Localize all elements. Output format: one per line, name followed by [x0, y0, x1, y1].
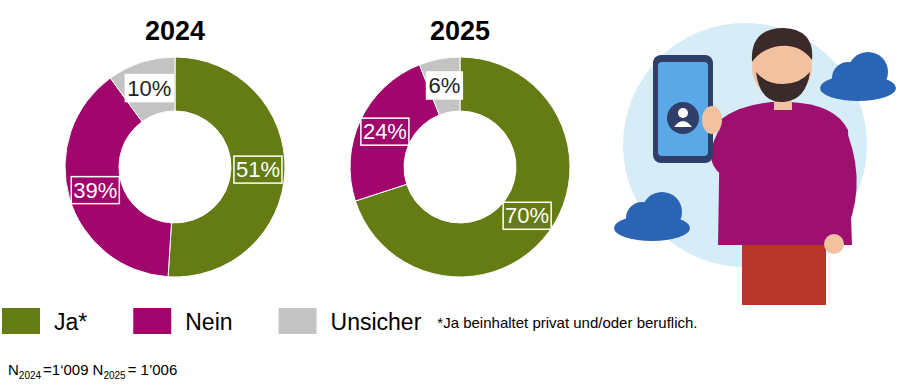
data-label: 6%: [429, 73, 461, 98]
sample-subscript: 2024: [19, 370, 42, 381]
sample-subscript: 2025: [103, 370, 126, 381]
phone-frame: [653, 55, 713, 163]
illustration-circle: [623, 23, 867, 267]
donut-chart: 70% 24% 6%: [350, 57, 570, 277]
legend-swatch: [2, 308, 40, 334]
data-label-box: [503, 202, 551, 229]
slice: [110, 57, 175, 122]
sample-sizes: N2024=1‘009N2025= 1’006: [8, 361, 177, 381]
data-label-box: [427, 72, 463, 99]
data-labels: 51% 39% 10%: [71, 75, 282, 204]
data-labels: 70% 24% 6%: [361, 72, 551, 229]
data-label: 70%: [505, 203, 549, 228]
slices: [350, 57, 570, 277]
chart-title: 2024: [145, 16, 205, 46]
legend-label: Unsicher: [331, 309, 422, 335]
illustration: [614, 23, 896, 305]
legend-item: Ja*: [2, 308, 87, 335]
cloud-part: [848, 52, 888, 92]
data-label-box: [361, 118, 409, 145]
phone-avatar-bg: [667, 102, 699, 134]
phone-screen: [658, 62, 708, 156]
person-hand: [824, 234, 844, 254]
legend-item: Unsicher: [279, 308, 422, 335]
phone-avatar-head: [678, 108, 688, 118]
canvas: 51% 39% 10% 2024 70% 24% 6% 2025 Ja* Nein Unsicher…: [0, 0, 900, 392]
sample-value: = 1’006: [128, 361, 178, 378]
person-arm: [826, 135, 857, 240]
person-hair: [752, 28, 812, 62]
slice: [420, 57, 460, 115]
data-label: 39%: [73, 178, 117, 203]
legend: Ja* Nein Unsicher: [2, 308, 422, 335]
data-label-box: [234, 156, 282, 183]
cloud: [820, 52, 896, 101]
sample-value: =1‘009: [43, 361, 88, 378]
legend-label: Ja*: [54, 309, 87, 335]
data-label: 24%: [363, 119, 407, 144]
data-label: 51%: [236, 157, 280, 182]
person-hand: [702, 106, 722, 134]
legend-item: Nein: [133, 308, 232, 335]
slice: [168, 57, 285, 277]
legend-label: Nein: [185, 309, 232, 335]
data-label-box: [125, 75, 173, 102]
cloud: [614, 192, 690, 241]
data-label-box: [71, 177, 119, 204]
sample-symbol: N: [93, 361, 104, 378]
phone-avatar-body: [674, 121, 692, 127]
slices: [65, 57, 285, 277]
person-legs: [742, 235, 826, 305]
person-beard: [756, 72, 810, 102]
donut-chart: 51% 39% 10%: [65, 57, 285, 277]
cloud-part: [642, 192, 682, 232]
legend-swatch: [133, 308, 171, 334]
sample-symbol: N: [8, 361, 19, 378]
chart-title: 2025: [430, 16, 490, 46]
data-label: 10%: [127, 76, 171, 101]
footnote: *Ja beinhaltet privat und/oder beruflich…: [437, 314, 697, 331]
legend-swatch: [279, 308, 317, 334]
